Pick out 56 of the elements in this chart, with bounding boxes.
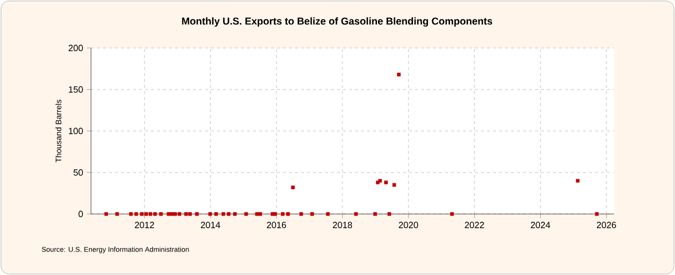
point (144, 212, 148, 216)
y-tick-label: 100 (68, 128, 83, 134)
y-axis-title: Thousand Barrels (55, 100, 62, 162)
point (195, 212, 199, 216)
y-tick-label: 200 (68, 44, 83, 52)
point (373, 212, 377, 216)
y-tick-label: 50 (74, 169, 83, 176)
x-tick-label: 2012 (134, 222, 154, 228)
point (129, 212, 133, 216)
point (222, 212, 226, 216)
point (115, 212, 119, 216)
chart-title: Monthly U.S. Exports to Belize of Gasoline Blending Components (182, 17, 492, 27)
point (188, 212, 192, 216)
point (595, 212, 599, 216)
point (159, 212, 163, 216)
point (286, 212, 290, 216)
x-tick-label: 2016 (266, 222, 286, 228)
point (291, 186, 295, 190)
point (148, 212, 152, 216)
point (178, 212, 182, 216)
point (170, 212, 174, 216)
point (104, 212, 108, 216)
point (153, 212, 157, 216)
point (140, 212, 144, 216)
point (273, 212, 277, 216)
point (244, 212, 248, 216)
point (173, 212, 177, 216)
point (397, 72, 401, 76)
point (326, 212, 330, 216)
x-tick-label: 2020 (398, 222, 418, 228)
point (184, 212, 188, 216)
point (255, 212, 259, 216)
x-tick-label: 2018 (332, 222, 352, 228)
x-tick-label: 2022 (464, 222, 484, 228)
point (392, 183, 396, 187)
y-tick-label: 0 (78, 210, 83, 218)
point (310, 212, 314, 216)
point (576, 178, 580, 183)
point (387, 212, 392, 216)
point (299, 212, 303, 216)
point (226, 212, 230, 216)
point (280, 212, 285, 216)
point (166, 212, 170, 216)
point (450, 212, 454, 216)
point (214, 212, 218, 216)
y-tick-label: 150 (68, 86, 83, 93)
point (354, 212, 358, 216)
point (134, 212, 138, 216)
point (233, 212, 237, 216)
point (384, 180, 388, 184)
point (258, 212, 262, 216)
x-tick-label: 2026 (596, 222, 616, 228)
x-tick-label: 2024 (530, 222, 550, 228)
point (378, 178, 382, 183)
x-tick-label: 2014 (200, 222, 220, 228)
point (208, 212, 212, 216)
